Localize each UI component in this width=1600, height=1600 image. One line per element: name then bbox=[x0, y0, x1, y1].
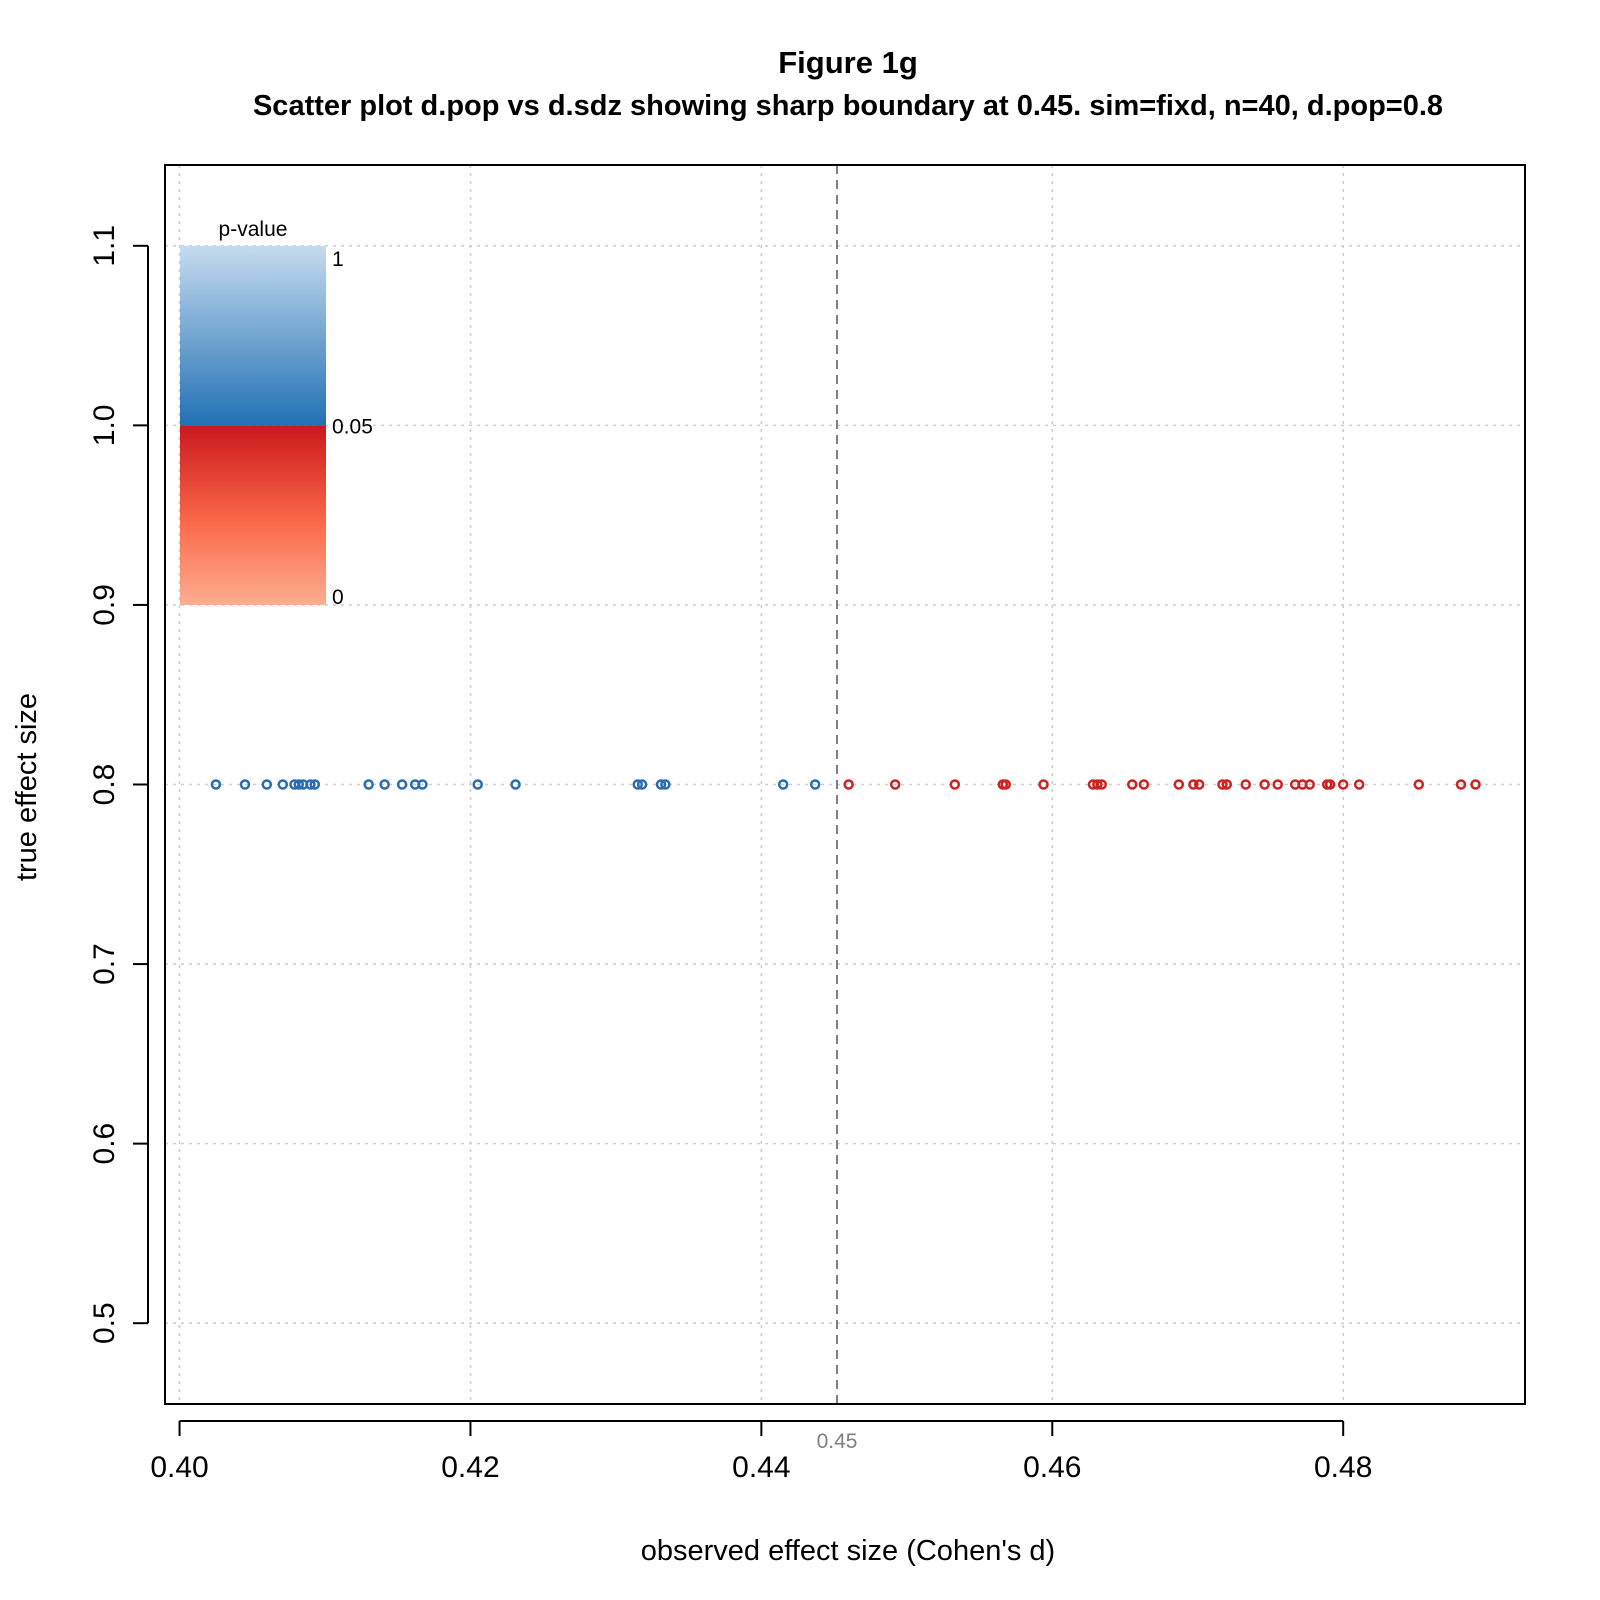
y-axis-label: true effect size bbox=[11, 693, 43, 881]
data-point bbox=[1092, 779, 1103, 790]
data-point bbox=[1138, 779, 1150, 790]
data-point bbox=[1173, 779, 1185, 790]
data-point bbox=[1455, 779, 1467, 790]
data-point bbox=[1000, 779, 1011, 790]
data-point bbox=[1240, 779, 1251, 790]
data-point bbox=[363, 779, 374, 790]
y-tick-label: 0.8 bbox=[88, 764, 121, 806]
legend-bar-low bbox=[180, 425, 326, 605]
data-point bbox=[1188, 779, 1199, 790]
x-axis-label: observed effect size (Cohen's d) bbox=[641, 1535, 1055, 1567]
data-point bbox=[1127, 779, 1138, 790]
boundary-label: 0.45 bbox=[817, 1430, 858, 1453]
data-point bbox=[843, 779, 854, 790]
legend-label-bottom: 0 bbox=[332, 586, 344, 609]
legend-label-top: 1 bbox=[332, 248, 344, 271]
data-point bbox=[379, 779, 390, 790]
data-point bbox=[1259, 779, 1270, 790]
data-point bbox=[655, 779, 667, 790]
data-point bbox=[261, 779, 273, 790]
data-point bbox=[1413, 779, 1425, 790]
legend-label-mid: 0.05 bbox=[332, 415, 373, 438]
x-tick-label: 0.42 bbox=[441, 1451, 499, 1484]
data-point bbox=[293, 779, 305, 790]
data-point bbox=[396, 779, 408, 790]
chart-subtitle: Scatter plot d.pop vs d.sdz showing shar… bbox=[253, 90, 1443, 122]
data-point bbox=[1217, 779, 1228, 790]
y-tick-label: 0.9 bbox=[88, 584, 121, 626]
data-point bbox=[277, 779, 289, 790]
data-point bbox=[1272, 779, 1283, 790]
data-point bbox=[417, 779, 428, 790]
y-tick-label: 1.1 bbox=[88, 225, 121, 267]
data-point bbox=[636, 779, 648, 790]
data-point bbox=[1304, 779, 1315, 790]
data-point bbox=[809, 779, 821, 790]
data-point bbox=[1038, 779, 1049, 790]
x-tick-label: 0.48 bbox=[1314, 1451, 1372, 1484]
data-point bbox=[239, 779, 251, 790]
p-value-legend: p-value 1 0.05 0 bbox=[180, 218, 373, 609]
y-tick-label: 1.0 bbox=[88, 405, 121, 447]
plot-area-frame bbox=[164, 164, 1526, 1405]
data-point bbox=[309, 779, 321, 790]
data-point bbox=[632, 779, 643, 790]
y-tick-label: 0.7 bbox=[88, 943, 121, 985]
legend-bar-high bbox=[180, 245, 326, 426]
legend-title: p-value bbox=[219, 218, 288, 241]
data-point bbox=[1193, 779, 1205, 790]
data-point bbox=[660, 779, 671, 790]
data-point bbox=[1470, 779, 1481, 790]
x-axis: 0.40 0.42 0.44 0.46 0.48 bbox=[150, 1420, 1372, 1484]
data-point bbox=[510, 779, 521, 790]
chart-title: Figure 1g bbox=[778, 45, 918, 80]
data-point bbox=[889, 779, 901, 790]
y-axis: 0.5 0.6 0.7 0.8 0.9 1.0 1.1 bbox=[88, 225, 149, 1344]
data-point bbox=[777, 779, 789, 790]
data-point bbox=[949, 779, 961, 790]
data-point bbox=[1096, 779, 1107, 790]
data-point bbox=[210, 779, 222, 790]
y-tick-label: 0.6 bbox=[88, 1123, 121, 1165]
data-point bbox=[1353, 779, 1365, 790]
data-point bbox=[1324, 779, 1336, 790]
x-tick-label: 0.46 bbox=[1023, 1451, 1081, 1484]
data-point bbox=[305, 779, 316, 790]
x-tick-label: 0.44 bbox=[732, 1451, 790, 1484]
data-point bbox=[1221, 779, 1233, 790]
y-tick-label: 0.5 bbox=[88, 1302, 121, 1344]
data-point bbox=[1337, 779, 1349, 790]
x-tick-label: 0.40 bbox=[150, 1451, 208, 1484]
data-points bbox=[210, 779, 1481, 790]
data-point bbox=[472, 779, 483, 790]
